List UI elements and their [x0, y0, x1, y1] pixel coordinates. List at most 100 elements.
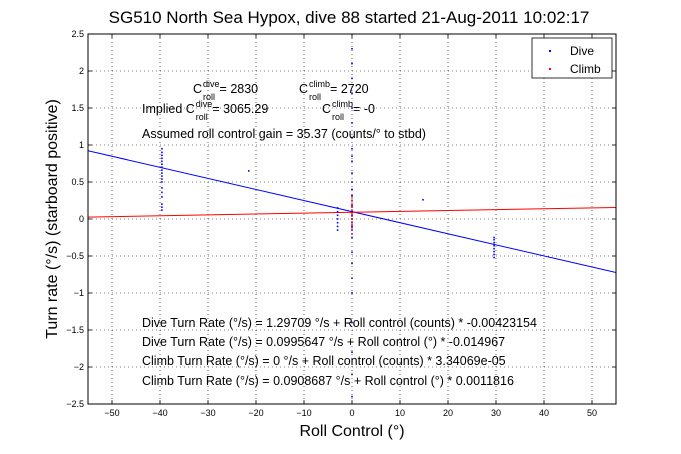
- annotation-climb-deg-fit: Climb Turn Rate (°/s) = 0.0908687 °/s + …: [142, 374, 514, 388]
- x-axis-label: Roll Control (°): [299, 423, 404, 440]
- y-tick-label: 0.5: [71, 177, 84, 187]
- dive-point: [351, 48, 353, 50]
- dive-point: [351, 172, 353, 174]
- x-tick-label: 50: [587, 408, 597, 418]
- dive-point: [161, 178, 163, 180]
- annotation-superscript: dive: [196, 99, 213, 109]
- dive-point: [161, 157, 163, 160]
- annotation-dive-counts-fit: Dive Turn Rate (°/s) = 1.29709 °/s + Rol…: [142, 316, 537, 330]
- dive-point: [161, 206, 163, 208]
- dive-point: [351, 92, 353, 94]
- y-tick-label: 2.5: [71, 29, 84, 39]
- dive-point: [161, 181, 163, 183]
- legend-marker-dive: [549, 50, 551, 52]
- dive-point: [351, 62, 353, 65]
- annotation-text: = 3065.29: [212, 102, 268, 116]
- climb-point: [351, 218, 353, 220]
- data-points: [161, 34, 495, 398]
- dive-point: [161, 166, 163, 168]
- dive-point: [161, 163, 163, 166]
- annotation-subscript: roll: [196, 112, 208, 122]
- climb-point: [351, 224, 353, 226]
- dive-point: [351, 77, 353, 80]
- y-axis-label: Turn rate (°/s) (starboard positive): [44, 99, 61, 339]
- dive-point: [161, 172, 163, 174]
- axes-box: [87, 33, 617, 405]
- legend-marker-climb: [549, 68, 551, 70]
- climb-point: [351, 209, 353, 211]
- climb-point: [351, 196, 353, 198]
- dive-point: [351, 204, 353, 207]
- dive-point: [493, 236, 495, 239]
- annotation-subscript: roll: [332, 112, 344, 122]
- dive-point: [336, 225, 339, 228]
- dive-point: [351, 155, 353, 157]
- x-tick-label: 10: [395, 408, 405, 418]
- annotation-superscript: climb: [309, 79, 330, 89]
- dive-point: [351, 262, 353, 265]
- dive-point: [351, 122, 353, 124]
- legend-box: [531, 37, 613, 79]
- y-tick-label: −2: [74, 362, 84, 372]
- dive-point: [161, 187, 163, 189]
- dive-point: [351, 136, 353, 139]
- annotation-gain: Assumed roll control gain = 35.37 (count…: [142, 127, 426, 141]
- y-tick-label: 2: [79, 66, 84, 76]
- dive-point: [493, 256, 495, 259]
- x-tick-label: 40: [539, 408, 549, 418]
- x-tick-label: −40: [152, 408, 167, 418]
- climb-point: [351, 215, 353, 217]
- dive-point: [336, 218, 339, 220]
- dive-point: [351, 277, 353, 279]
- climb-point: [351, 199, 353, 202]
- y-tick-label: −1: [74, 288, 84, 298]
- dive-point: [161, 175, 163, 177]
- dive-point: [161, 154, 163, 157]
- annotation-text: = -0: [353, 102, 375, 116]
- dive-point: [351, 147, 353, 150]
- x-tick-label: −50: [104, 408, 119, 418]
- dive-point: [161, 151, 163, 154]
- dive-point: [493, 244, 495, 247]
- x-tick-label: −30: [200, 408, 215, 418]
- y-tick-label: 0: [79, 214, 84, 224]
- dive-point: [351, 194, 353, 197]
- dive-point: [161, 160, 163, 163]
- dive-point: [336, 229, 339, 231]
- annotation-dive-deg-fit: Dive Turn Rate (°/s) = 0.0995647 °/s + R…: [142, 335, 505, 349]
- dive-point: [161, 196, 163, 198]
- x-tick-label: 20: [443, 408, 453, 418]
- dive-point: [351, 210, 353, 213]
- dive-point: [351, 351, 353, 353]
- x-axis-ticks: −50 −40 −30 −20 −10 0 10 20 30 40 50: [104, 34, 597, 418]
- dive-point: [248, 170, 250, 172]
- dive-point: [351, 160, 353, 163]
- dive-point: [161, 147, 163, 150]
- dive-point: [493, 247, 495, 250]
- dive-point: [336, 207, 339, 209]
- y-tick-label: −1.5: [66, 325, 84, 335]
- chart-title: SG510 North Sea Hypox, dive 88 started 2…: [109, 8, 590, 27]
- dive-point: [422, 198, 424, 201]
- annotation-text: Implied C: [142, 102, 195, 116]
- y-tick-label: −0.5: [66, 251, 84, 261]
- dive-point: [493, 238, 495, 241]
- climb-point: [351, 221, 353, 223]
- dive-point: [161, 191, 163, 194]
- climb-point: [351, 212, 353, 214]
- annotation-superscript: dive: [203, 79, 220, 89]
- annotation-text: = 2720: [330, 82, 369, 96]
- dive-point: [351, 181, 353, 183]
- dive-point: [336, 214, 339, 217]
- annotation-text: C: [322, 102, 331, 116]
- x-tick-label: 0: [349, 408, 354, 418]
- legend: Dive Climb: [531, 37, 613, 79]
- climb-point: [351, 233, 353, 235]
- annotation-subscript: roll: [203, 92, 215, 102]
- annotation-superscript: climb: [332, 99, 353, 109]
